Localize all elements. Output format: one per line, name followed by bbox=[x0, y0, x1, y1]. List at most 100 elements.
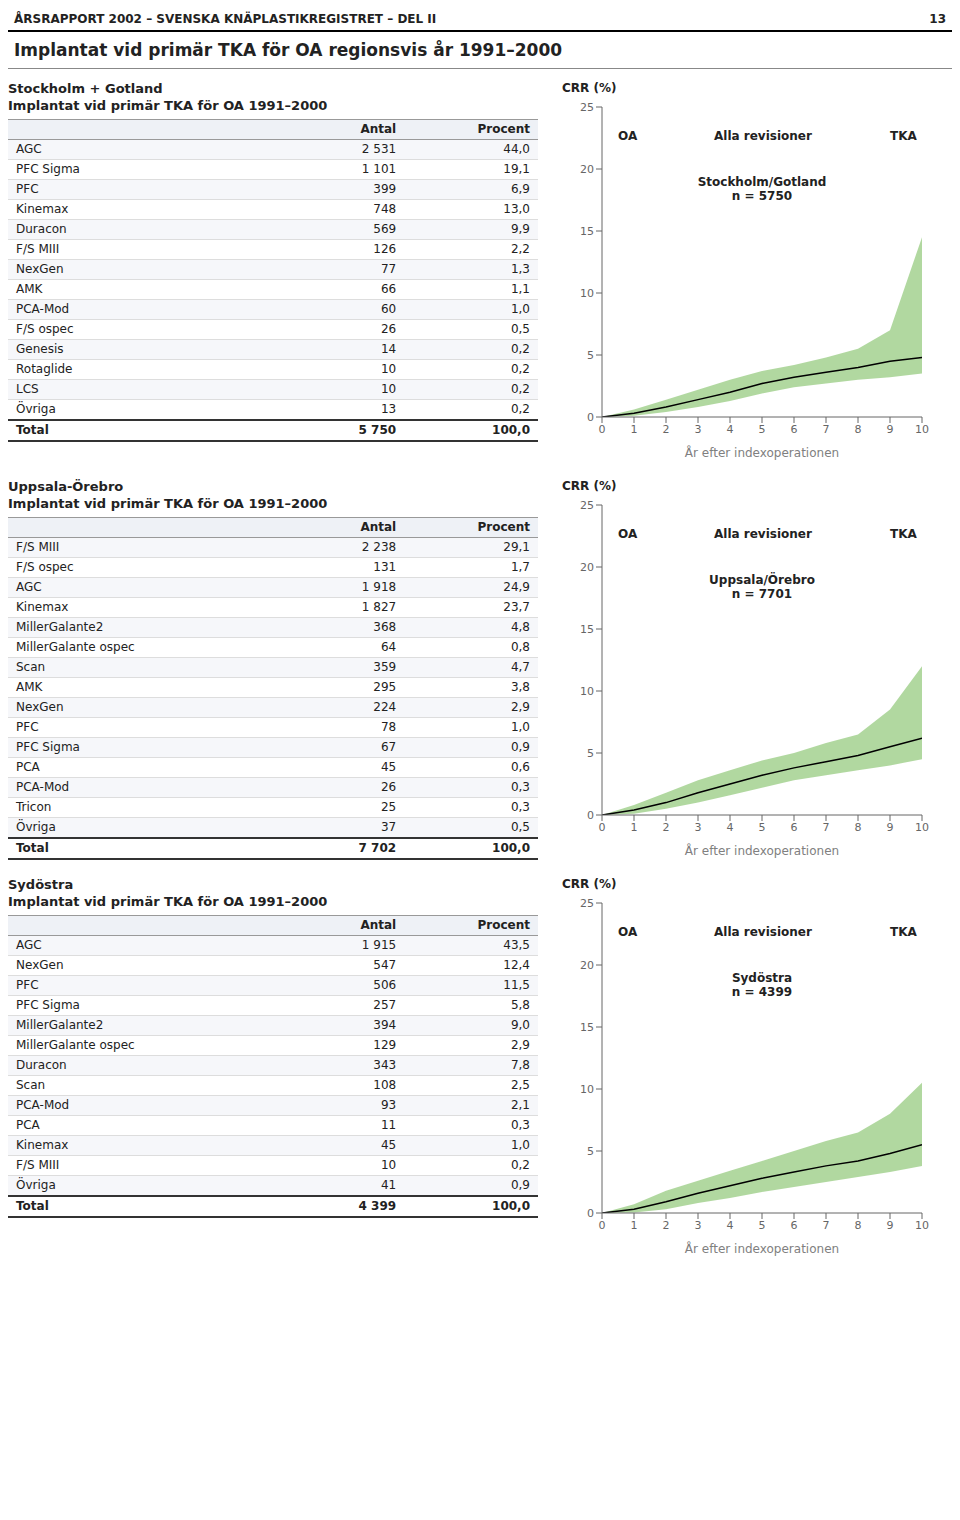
svg-text:20: 20 bbox=[580, 163, 594, 176]
svg-text:År efter indexoperationen: År efter indexoperationen bbox=[685, 445, 839, 460]
svg-text:10: 10 bbox=[580, 287, 594, 300]
svg-text:10: 10 bbox=[915, 821, 929, 834]
svg-text:4: 4 bbox=[727, 821, 734, 834]
svg-text:5: 5 bbox=[759, 821, 766, 834]
svg-text:25: 25 bbox=[580, 101, 594, 114]
svg-text:0: 0 bbox=[599, 821, 606, 834]
svg-text:15: 15 bbox=[580, 225, 594, 238]
svg-text:1: 1 bbox=[631, 1219, 638, 1232]
html-text:NexGen: NexGen bbox=[16, 262, 64, 276]
html-text:13,0: 13,0 bbox=[503, 202, 530, 216]
svg-text:20: 20 bbox=[580, 959, 594, 972]
svg-text:5: 5 bbox=[587, 747, 594, 760]
html-text:PFC Sigma: PFC Sigma bbox=[16, 162, 80, 176]
html-text:Implantat vid primär TKA för O: Implantat vid primär TKA för OA 1991–200… bbox=[8, 894, 328, 909]
html-text:2,2: 2,2 bbox=[510, 242, 530, 256]
svg-text:6: 6 bbox=[791, 423, 798, 436]
html-text:9,9: 9,9 bbox=[510, 222, 530, 236]
svg-text:10: 10 bbox=[580, 1083, 594, 1096]
svg-text:9: 9 bbox=[887, 1219, 894, 1232]
svg-text:15: 15 bbox=[580, 1021, 594, 1034]
html-text:Implantat vid primär TKA för O: Implantat vid primär TKA för OA 1991–200… bbox=[8, 496, 328, 511]
html-text:OA: OA bbox=[618, 526, 638, 541]
html-text:1 101: 1 101 bbox=[361, 162, 397, 176]
html-text:Implantat vid primär TKA för O: Implantat vid primär TKA för OA 1991–200… bbox=[8, 98, 328, 113]
html-text:Uppsala/Örebro n = 7701: Uppsala/Örebro n = 7701 bbox=[709, 573, 815, 602]
svg-text:6: 6 bbox=[791, 821, 798, 834]
svg-text:3: 3 bbox=[695, 821, 702, 834]
svg-text:10: 10 bbox=[915, 1219, 929, 1232]
html-text:ÅRSRAPPORT 2002 – SVENSKA KNÄP: ÅRSRAPPORT 2002 – SVENSKA KNÄPLASTIKREGI… bbox=[14, 12, 437, 26]
html-text:399: 399 bbox=[373, 182, 397, 196]
svg-text:0: 0 bbox=[599, 423, 606, 436]
html-text:Duracon: Duracon bbox=[16, 222, 67, 236]
html-text:TKA: TKA bbox=[890, 128, 917, 143]
svg-text:8: 8 bbox=[855, 821, 862, 834]
svg-text:5: 5 bbox=[759, 423, 766, 436]
svg-text:8: 8 bbox=[855, 423, 862, 436]
svg-text:8: 8 bbox=[855, 1219, 862, 1232]
svg-text:5: 5 bbox=[587, 349, 594, 362]
html-text:13: 13 bbox=[929, 12, 946, 26]
html-text:Sydöstra n = 4399: Sydöstra n = 4399 bbox=[731, 971, 793, 1000]
svg-text:7: 7 bbox=[823, 821, 830, 834]
svg-text:10: 10 bbox=[580, 685, 594, 698]
svg-text:0: 0 bbox=[587, 411, 594, 424]
svg-text:25: 25 bbox=[580, 897, 594, 910]
html-text:Alla revisioner: Alla revisioner bbox=[714, 924, 812, 939]
html-text:AMK: AMK bbox=[16, 282, 43, 296]
html-text:1,3: 1,3 bbox=[510, 262, 530, 276]
html-text:OA: OA bbox=[618, 924, 638, 939]
html-text:44,0: 44,0 bbox=[503, 142, 530, 156]
html-text:126: 126 bbox=[373, 242, 397, 256]
svg-text:0: 0 bbox=[587, 809, 594, 822]
svg-text:2: 2 bbox=[663, 1219, 670, 1232]
html-text:Kinemax: Kinemax bbox=[16, 202, 69, 216]
html-text:OA: OA bbox=[618, 128, 638, 143]
svg-text:3: 3 bbox=[695, 423, 702, 436]
html-text:Procent: Procent bbox=[477, 122, 530, 136]
html-text:Alla revisioner: Alla revisioner bbox=[714, 526, 812, 541]
svg-text:9: 9 bbox=[887, 423, 894, 436]
svg-text:3: 3 bbox=[695, 1219, 702, 1232]
svg-text:0: 0 bbox=[599, 1219, 606, 1232]
svg-text:4: 4 bbox=[727, 423, 734, 436]
html-text:F/S MIII: F/S MIII bbox=[16, 242, 60, 256]
svg-text:1: 1 bbox=[631, 423, 638, 436]
svg-text:År efter indexoperationen: År efter indexoperationen bbox=[685, 1241, 839, 1256]
html-text:TKA: TKA bbox=[890, 526, 917, 541]
html-text:569: 569 bbox=[373, 222, 397, 236]
svg-text:7: 7 bbox=[823, 1219, 830, 1232]
html-text:77: 77 bbox=[380, 262, 397, 276]
svg-text:0: 0 bbox=[587, 1207, 594, 1220]
html-text:Uppsala-Örebro: Uppsala-Örebro bbox=[8, 479, 124, 494]
svg-text:1: 1 bbox=[631, 821, 638, 834]
svg-text:20: 20 bbox=[580, 561, 594, 574]
html-text:AGC: AGC bbox=[16, 142, 42, 156]
html-text:748: 748 bbox=[373, 202, 397, 216]
svg-text:År efter indexoperationen: År efter indexoperationen bbox=[685, 843, 839, 858]
svg-text:15: 15 bbox=[580, 623, 594, 636]
html-text:PFC: PFC bbox=[16, 182, 39, 196]
html-text:19,1: 19,1 bbox=[503, 162, 530, 176]
svg-text:25: 25 bbox=[580, 499, 594, 512]
html-text:Implantat vid primär TKA för O: Implantat vid primär TKA för OA regionsv… bbox=[14, 40, 563, 60]
svg-text:7: 7 bbox=[823, 423, 830, 436]
html-text:66: 66 bbox=[380, 282, 397, 296]
html-text:6,9: 6,9 bbox=[510, 182, 530, 196]
html-text:Stockholm + Gotland: Stockholm + Gotland bbox=[8, 81, 163, 96]
html-text:Sydöstra: Sydöstra bbox=[8, 877, 74, 892]
html-text:Alla revisioner: Alla revisioner bbox=[714, 128, 812, 143]
html-text:2 531: 2 531 bbox=[361, 142, 397, 156]
html-text:Antal: Antal bbox=[360, 122, 397, 136]
svg-text:6: 6 bbox=[791, 1219, 798, 1232]
svg-text:5: 5 bbox=[759, 1219, 766, 1232]
svg-text:5: 5 bbox=[587, 1145, 594, 1158]
html-text:Stockholm/Gotland n = 5750: Stockholm/Gotland n = 5750 bbox=[697, 175, 827, 204]
svg-text:9: 9 bbox=[887, 821, 894, 834]
svg-text:2: 2 bbox=[663, 423, 670, 436]
svg-text:2: 2 bbox=[663, 821, 670, 834]
html-text:TKA: TKA bbox=[890, 924, 917, 939]
svg-text:4: 4 bbox=[727, 1219, 734, 1232]
svg-text:10: 10 bbox=[915, 423, 929, 436]
